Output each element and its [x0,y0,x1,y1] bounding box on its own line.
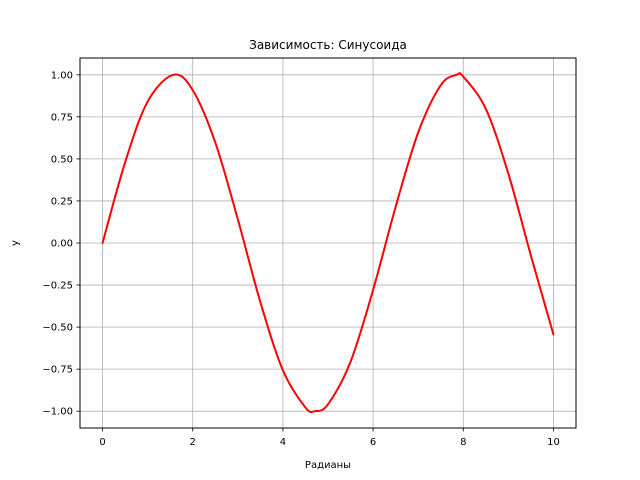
series-line [101,72,555,414]
y-axis-ticks: −1.00 −0.75 −0.50 −0.25 0.00 0.25 0.50 0.75 1.00 [42,70,80,418]
x-tick-label: 8 [460,437,466,448]
grid [80,58,576,428]
y-tick-label: −1.00 [42,407,73,418]
y-axis-label: y [10,240,21,246]
x-tick-label: 4 [280,437,286,448]
x-tick-label: 6 [370,437,376,448]
chart-title: Зависимость: Синусоида [249,38,407,52]
y-tick-label: 1.00 [51,70,73,81]
y-tick-label: 0.75 [51,112,73,123]
x-tick-label: 10 [547,437,560,448]
y-tick-label: −0.25 [42,281,73,292]
x-tick-label: 0 [99,437,105,448]
x-axis-ticks: 0 2 4 6 8 10 [99,428,560,448]
x-axis-label: Радианы [305,460,351,471]
series-layer [101,72,555,414]
y-tick-label: 0.25 [51,196,73,207]
x-tick-label: 2 [190,437,196,448]
y-tick-label: −0.75 [42,365,73,376]
y-tick-label: 0.00 [51,239,73,250]
y-tick-label: 0.50 [51,154,73,165]
y-tick-label: −0.50 [42,323,73,334]
